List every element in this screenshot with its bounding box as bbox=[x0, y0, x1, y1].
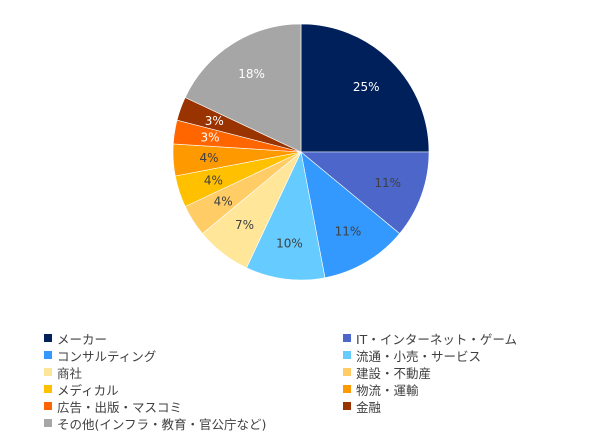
slice-value-label: 4% bbox=[199, 151, 218, 165]
legend-item: メディカル bbox=[44, 381, 119, 398]
legend-label: IT・インターネット・ゲーム bbox=[356, 331, 517, 347]
legend-swatch bbox=[44, 419, 52, 427]
legend-item: その他(インフラ・教育・官公庁など) bbox=[44, 415, 267, 432]
slice-value-label: 18% bbox=[238, 67, 265, 81]
legend-label: 物流・運輸 bbox=[356, 382, 419, 398]
legend-item: 物流・運輸 bbox=[343, 381, 419, 398]
slice-value-label: 11% bbox=[374, 176, 401, 190]
legend-item: 金融 bbox=[343, 398, 382, 415]
legend-swatch bbox=[343, 385, 351, 393]
legend-label: 流通・小売・サービス bbox=[356, 348, 482, 364]
legend-swatch bbox=[44, 368, 52, 376]
slice-value-label: 3% bbox=[205, 114, 224, 128]
pie-chart: 25%11%11%10%7%4%4%4%3%3%18% bbox=[172, 23, 430, 281]
legend-item: 流通・小売・サービス bbox=[343, 347, 482, 364]
legend-swatch bbox=[343, 351, 351, 359]
legend-swatch bbox=[343, 368, 351, 376]
legend-label: コンサルティング bbox=[57, 348, 157, 364]
legend-item: コンサルティング bbox=[44, 347, 157, 364]
legend-label: 広告・出版・マスコミ bbox=[57, 399, 183, 415]
legend-swatch bbox=[44, 351, 52, 359]
slice-value-label: 4% bbox=[204, 173, 223, 187]
legend-label: 商社 bbox=[57, 365, 83, 381]
slice-value-label: 10% bbox=[276, 236, 303, 250]
slice-value-label: 11% bbox=[335, 224, 362, 238]
legend-item: 商社 bbox=[44, 364, 83, 381]
pie-slice bbox=[184, 23, 302, 153]
pie-slice bbox=[246, 151, 326, 281]
slice-value-label: 25% bbox=[353, 80, 380, 94]
slice-value-label: 7% bbox=[235, 218, 254, 232]
legend-item: 広告・出版・マスコミ bbox=[44, 398, 183, 415]
legend-label: メディカル bbox=[57, 382, 119, 398]
legend-swatch bbox=[44, 334, 52, 342]
legend-item: IT・インターネット・ゲーム bbox=[343, 330, 517, 347]
pie-slice bbox=[300, 151, 430, 235]
legend-label: その他(インフラ・教育・官公庁など) bbox=[57, 416, 267, 432]
legend-swatch bbox=[44, 385, 52, 393]
slice-value-label: 3% bbox=[200, 131, 219, 145]
legend-swatch bbox=[44, 402, 52, 410]
legend-swatch bbox=[343, 402, 351, 410]
legend-label: メーカー bbox=[57, 331, 108, 347]
pie-slice bbox=[300, 23, 430, 153]
legend-swatch bbox=[343, 334, 351, 342]
pie-slice bbox=[300, 151, 401, 279]
legend-item: 建設・不動産 bbox=[343, 364, 432, 381]
legend-label: 建設・不動産 bbox=[356, 365, 432, 381]
legend-item: メーカー bbox=[44, 330, 108, 347]
legend-label: 金融 bbox=[356, 399, 382, 415]
slice-value-label: 4% bbox=[214, 194, 233, 208]
